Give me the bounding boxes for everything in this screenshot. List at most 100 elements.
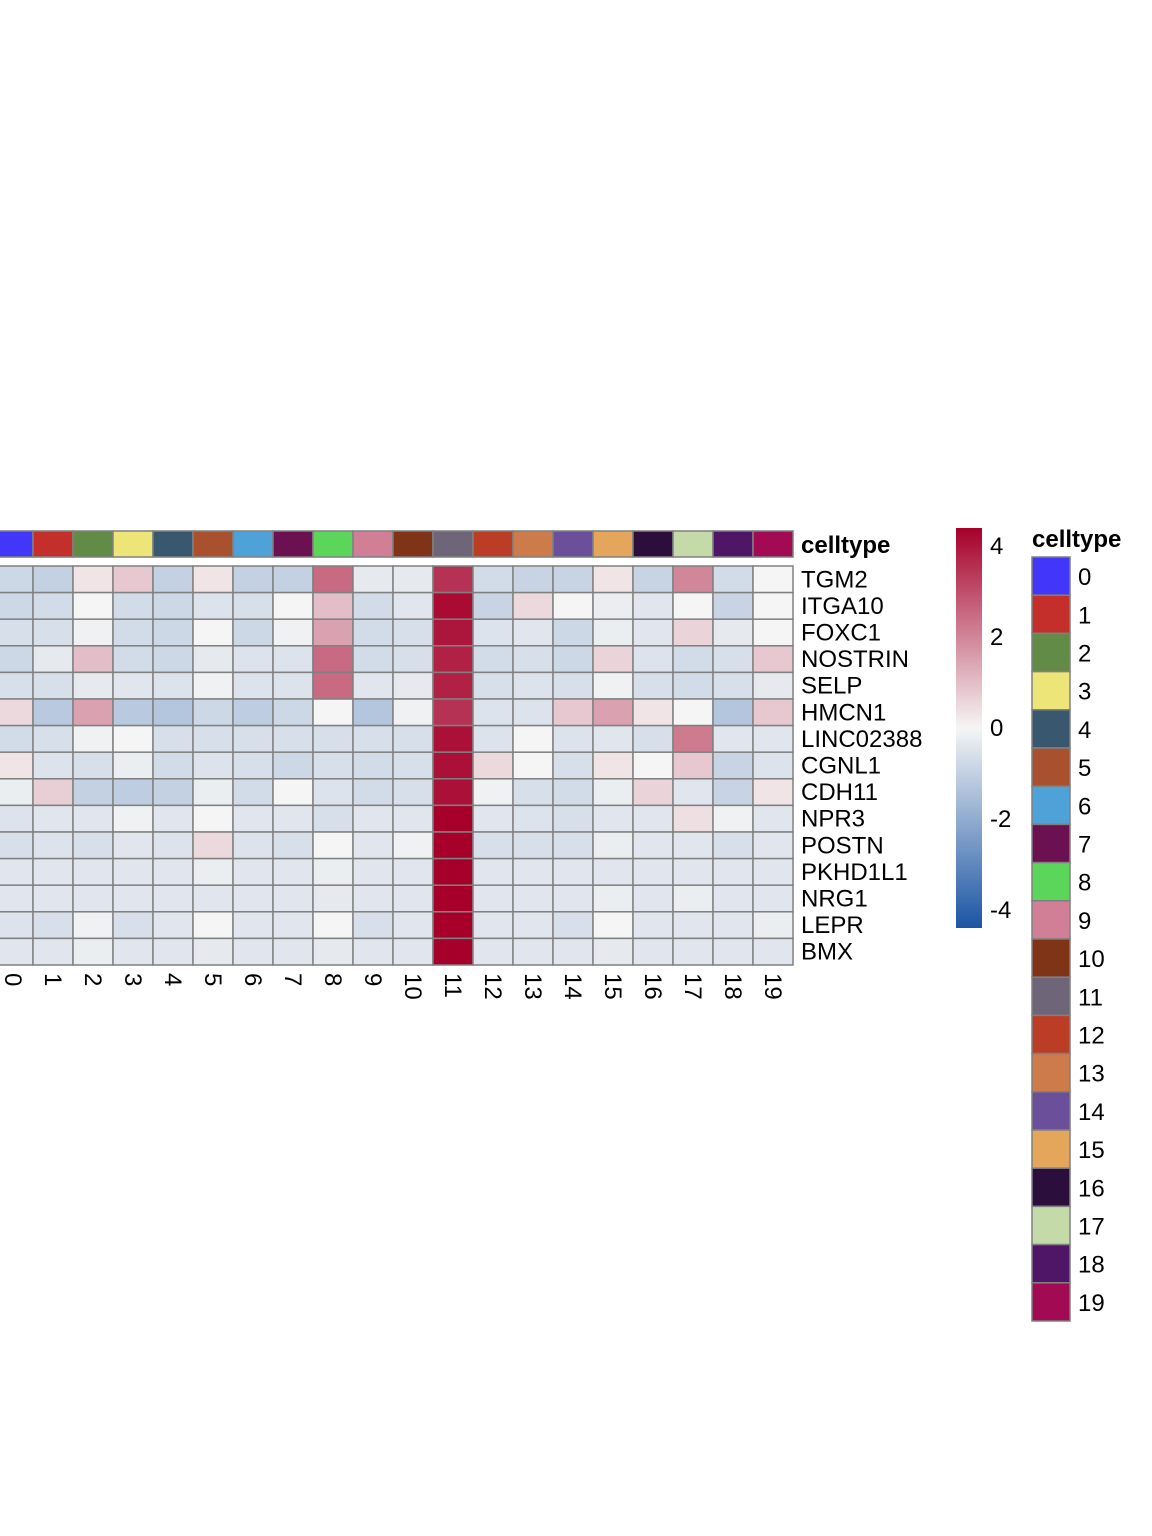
heatmap-cell	[472, 751, 514, 780]
annotation-cell-12	[472, 530, 514, 558]
heatmap-cell	[592, 751, 634, 780]
heatmap-cell	[0, 831, 34, 860]
heatmap-cell	[752, 751, 794, 780]
heatmap-cell	[672, 645, 714, 674]
heatmap-cell	[32, 804, 74, 833]
heatmap-cell	[152, 698, 194, 727]
heatmap-cell	[232, 884, 274, 913]
colorbar-tick-label: 0	[990, 715, 1003, 742]
heatmap-cell	[632, 804, 674, 833]
heatmap-cell	[512, 911, 554, 940]
heatmap-cell	[32, 618, 74, 647]
column-label: 2	[79, 973, 106, 986]
heatmap-cell	[72, 911, 114, 940]
heatmap-cell	[312, 911, 354, 940]
legend-swatch-11	[1031, 976, 1071, 1017]
heatmap-cell	[472, 937, 514, 966]
annotation-cell-16	[632, 530, 674, 558]
heatmap-cell	[72, 804, 114, 833]
heatmap-cell	[392, 618, 434, 647]
heatmap-cell	[232, 911, 274, 940]
annotation-cell-9	[352, 530, 394, 558]
heatmap-cell	[232, 618, 274, 647]
heatmap-cell	[232, 778, 274, 807]
annotation-cell-7	[272, 530, 314, 558]
heatmap-cell	[392, 778, 434, 807]
heatmap-cell	[352, 698, 394, 727]
heatmap-cell	[552, 937, 594, 966]
heatmap-cell	[352, 724, 394, 753]
legend-swatch-13	[1031, 1052, 1071, 1093]
heatmap-cell	[112, 911, 154, 940]
column-label: 13	[519, 973, 546, 1000]
legend-label: 9	[1078, 908, 1091, 935]
column-label: 19	[759, 973, 786, 1000]
heatmap-cell	[552, 884, 594, 913]
legend-swatch-14	[1031, 1091, 1071, 1131]
heatmap-cell	[232, 698, 274, 727]
heatmap-cell	[432, 831, 474, 860]
heatmap-cell	[752, 911, 794, 940]
heatmap-cell	[32, 778, 74, 807]
heatmap-cell	[592, 857, 634, 886]
column-label: 8	[319, 973, 346, 986]
heatmap-cell	[0, 751, 34, 780]
heatmap-cell	[312, 724, 354, 753]
heatmap-cell	[512, 804, 554, 833]
heatmap-cell	[752, 618, 794, 647]
heatmap-cell	[272, 724, 314, 753]
column-labels: 0 1 2 3 4 5 6 7 8 9 10 11 12 13 14 15 16 17 18 19	[0, 973, 786, 1000]
heatmap-cell	[672, 831, 714, 860]
heatmap-cell	[72, 884, 114, 913]
heatmap-cell	[112, 857, 154, 886]
heatmap-cell	[712, 671, 754, 700]
colorbar-tick-label: -2	[990, 806, 1011, 833]
heatmap-cell	[312, 778, 354, 807]
heatmap-cell	[392, 671, 434, 700]
heatmap-cell	[432, 778, 474, 807]
heatmap-cell	[72, 671, 114, 700]
heatmap-cell	[312, 645, 354, 674]
heatmap-cell	[712, 724, 754, 753]
heatmap-cell	[112, 937, 154, 966]
column-label: 17	[679, 973, 706, 1000]
heatmap-cell	[272, 698, 314, 727]
heatmap-cell	[432, 671, 474, 700]
heatmap-cell	[712, 565, 754, 594]
heatmap-cell	[552, 751, 594, 780]
heatmap-cell	[712, 857, 754, 886]
heatmap-cell	[152, 804, 194, 833]
legend-swatch-19	[1031, 1282, 1071, 1322]
heatmap-cell	[0, 778, 34, 807]
heatmap-cell	[472, 565, 514, 594]
heatmap-cell	[632, 831, 674, 860]
heatmap-cell	[352, 831, 394, 860]
heatmap-cell	[512, 751, 554, 780]
heatmap-cell	[592, 724, 634, 753]
legend-label: 4	[1078, 717, 1091, 744]
heatmap-cell	[112, 884, 154, 913]
heatmap-cell	[472, 857, 514, 886]
heatmap-cell	[392, 565, 434, 594]
heatmap-cell	[512, 645, 554, 674]
heatmap-cell	[712, 751, 754, 780]
heatmap-cell	[472, 724, 514, 753]
row-label: LINC02388	[801, 726, 922, 753]
heatmap-cell	[192, 724, 234, 753]
heatmap-cell	[192, 591, 234, 620]
heatmap-cell	[72, 565, 114, 594]
heatmap-cell	[472, 671, 514, 700]
heatmap-cell	[192, 751, 234, 780]
heatmap-cell	[512, 724, 554, 753]
heatmap-cell	[72, 645, 114, 674]
legend-swatch-2	[1031, 632, 1071, 673]
heatmap-cell	[592, 911, 634, 940]
heatmap-cell	[712, 884, 754, 913]
heatmap-cell	[352, 645, 394, 674]
heatmap-cell	[32, 857, 74, 886]
heatmap-cell	[192, 565, 234, 594]
heatmap-cell	[72, 724, 114, 753]
heatmap-cell	[0, 671, 34, 700]
heatmap-cell	[72, 778, 114, 807]
